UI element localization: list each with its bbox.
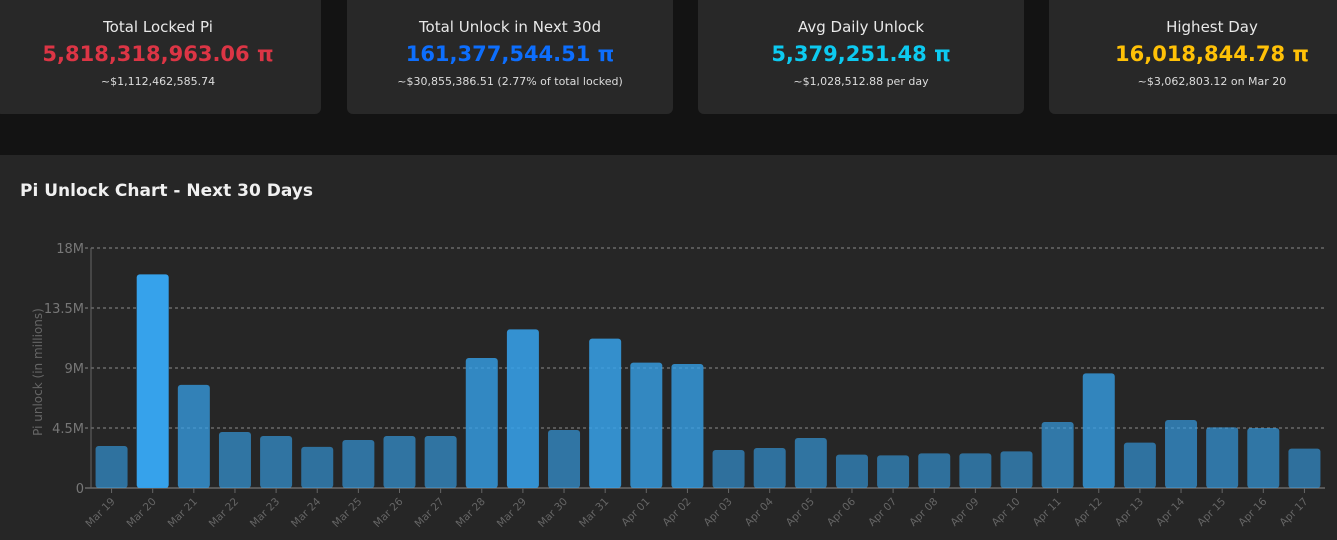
bar <box>1206 427 1239 488</box>
x-tick-label: Apr 11 <box>1031 496 1064 529</box>
chart-title: Pi Unlock Chart - Next 30 Days <box>20 181 313 201</box>
y-tick-label: 4.5M <box>52 422 84 437</box>
x-tick-label: Apr 01 <box>619 496 652 529</box>
bar <box>260 436 293 488</box>
y-tick-label: 0 <box>76 482 84 497</box>
bar <box>136 274 169 488</box>
bar <box>835 454 868 488</box>
card-title: Total Unlock in Next 30d <box>418 18 602 36</box>
x-tick-label: Mar 29 <box>495 496 529 530</box>
x-tick-label: Mar 30 <box>536 496 570 530</box>
x-tick-label: Apr 07 <box>866 496 899 529</box>
x-tick-label: Apr 17 <box>1277 496 1310 529</box>
x-tick-label: Mar 27 <box>412 496 446 530</box>
bar <box>218 432 251 488</box>
x-tick-label: Mar 23 <box>248 496 282 530</box>
bar <box>630 362 663 488</box>
card-value: 161,377,544.51 π <box>405 42 615 66</box>
bar <box>506 329 539 488</box>
x-tick-label: Apr 08 <box>907 496 940 529</box>
bar <box>548 430 581 488</box>
bar <box>589 338 622 488</box>
x-tick-label: Apr 06 <box>825 495 858 528</box>
bar <box>177 384 210 488</box>
card-total-unlock: Total Unlock in Next 30d 161,377,544.51 … <box>347 0 673 114</box>
x-tick-label: Mar 31 <box>577 496 611 530</box>
x-tick-label: Apr 02 <box>660 496 693 529</box>
bar <box>383 436 416 488</box>
x-tick-label: Mar 25 <box>330 496 364 530</box>
x-tick-label: Apr 14 <box>1154 495 1187 528</box>
y-axis-label: Pi unlock (in millions) <box>31 308 45 436</box>
bar <box>712 450 745 488</box>
x-tick-label: Mar 22 <box>207 496 241 530</box>
card-title: Avg Daily Unlock <box>797 18 925 36</box>
x-tick-label: Apr 04 <box>743 495 776 528</box>
bar <box>1288 448 1321 488</box>
y-tick-label: 9M <box>65 362 85 377</box>
bar <box>424 436 457 488</box>
x-tick-label: Mar 21 <box>166 496 200 530</box>
x-tick-label: Apr 15 <box>1195 496 1228 529</box>
bar <box>753 448 786 488</box>
x-tick-label: Apr 16 <box>1236 495 1269 528</box>
bar <box>1041 422 1074 488</box>
card-value: 5,818,318,963.06 π <box>42 42 274 66</box>
x-tick-label: Mar 28 <box>454 496 488 530</box>
x-tick-label: Apr 13 <box>1113 496 1146 529</box>
bar <box>95 446 128 488</box>
x-tick-label: Apr 12 <box>1072 496 1105 529</box>
x-tick-label: Apr 03 <box>702 496 735 529</box>
card-value: 5,379,251.48 π <box>771 42 951 66</box>
x-tick-label: Apr 09 <box>948 496 981 529</box>
x-tick-label: Mar 19 <box>83 496 117 530</box>
card-avg-daily: Avg Daily Unlock 5,379,251.48 π ~$1,028,… <box>698 0 1024 114</box>
x-tick-label: Mar 26 <box>371 495 406 530</box>
bar <box>794 438 827 488</box>
card-highest-day: Highest Day 16,018,844.78 π ~$3,062,803.… <box>1049 0 1337 114</box>
x-tick-label: Mar 24 <box>289 495 324 530</box>
bar <box>301 446 334 488</box>
bar <box>342 440 375 488</box>
card-title: Total Locked Pi <box>103 18 213 36</box>
bar <box>877 455 910 488</box>
y-tick-label: 13.5M <box>44 302 84 317</box>
card-total-locked: Total Locked Pi 5,818,318,963.06 π ~$1,1… <box>0 0 321 114</box>
card-value: 16,018,844.78 π <box>1115 42 1309 66</box>
bar <box>1123 442 1156 488</box>
bar <box>1247 428 1280 488</box>
bar <box>465 358 498 488</box>
bar <box>918 453 951 488</box>
bar <box>671 364 704 488</box>
x-tick-label: Apr 05 <box>784 496 817 529</box>
bar <box>1165 420 1198 488</box>
card-sub: ~$1,028,512.88 per day <box>793 75 929 88</box>
bar <box>1000 451 1033 488</box>
card-title: Highest Day <box>1166 18 1258 36</box>
bar <box>959 453 992 488</box>
y-tick-label: 18M <box>56 242 84 257</box>
card-sub: ~$30,855,386.51 (2.77% of total locked) <box>397 75 623 88</box>
bar <box>1082 373 1115 488</box>
x-tick-label: Mar 20 <box>125 496 159 530</box>
card-sub: ~$1,112,462,585.74 <box>100 75 216 88</box>
card-sub: ~$3,062,803.12 on Mar 20 <box>1137 75 1287 88</box>
x-tick-label: Apr 10 <box>989 496 1022 529</box>
